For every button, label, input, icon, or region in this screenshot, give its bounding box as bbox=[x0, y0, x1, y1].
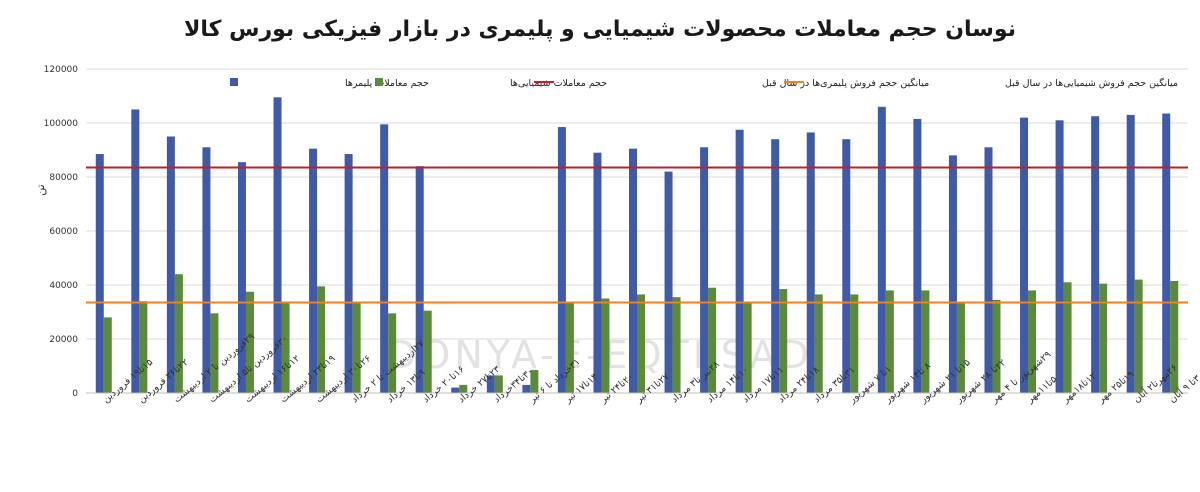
bar-chemicals bbox=[850, 294, 859, 393]
bar-polymers bbox=[557, 127, 566, 394]
reference-lines bbox=[86, 166, 1188, 304]
bar-polymers bbox=[948, 155, 957, 393]
bar-polymers bbox=[95, 154, 104, 393]
bar-polymers bbox=[486, 375, 495, 393]
bar-chemicals bbox=[743, 302, 752, 393]
bar-polymers bbox=[1055, 120, 1064, 394]
chart-title: نوسان حجم معاملات محصولات شیمیایی و پلیم… bbox=[184, 17, 1016, 42]
y-axis-label: تن bbox=[34, 184, 47, 195]
legend-label: میانگین حجم فروش شیمیایی‌ها در سال قبل bbox=[1005, 77, 1178, 89]
bar-chemicals bbox=[637, 294, 645, 393]
bar-polymers bbox=[664, 171, 673, 393]
bar-polymers bbox=[806, 132, 815, 393]
bar-chemicals bbox=[1028, 290, 1037, 393]
bar-polymers bbox=[380, 124, 389, 393]
bar-chemicals bbox=[1134, 279, 1143, 393]
bar-polymers bbox=[131, 109, 140, 393]
bar-polymers bbox=[522, 384, 531, 393]
bar-chemicals bbox=[317, 286, 326, 393]
bar-chemicals bbox=[210, 313, 219, 393]
bar-chemicals bbox=[814, 294, 823, 393]
bar-polymers bbox=[771, 139, 780, 393]
bar-chemicals bbox=[494, 375, 503, 393]
y-tick-label: 80000 bbox=[49, 173, 78, 183]
bar-polymers bbox=[842, 139, 851, 393]
y-tick-label: 60000 bbox=[49, 227, 78, 237]
y-tick-label: 120000 bbox=[44, 65, 79, 75]
bar-chemicals bbox=[388, 313, 397, 393]
bar-chemicals bbox=[601, 298, 610, 393]
bar-chemicals bbox=[672, 297, 681, 393]
bar-polymers bbox=[877, 106, 886, 394]
bar-polymers bbox=[309, 148, 318, 393]
bar-polymers bbox=[629, 148, 637, 393]
bar-chemicals bbox=[885, 290, 894, 393]
bar-polymers bbox=[984, 147, 993, 393]
bar-polymers bbox=[202, 147, 211, 393]
bar-chemicals bbox=[139, 301, 148, 393]
bar-chemicals bbox=[708, 287, 717, 393]
bar-chemicals bbox=[103, 317, 112, 393]
bar-polymers bbox=[1126, 114, 1135, 394]
bar-chemicals bbox=[245, 291, 254, 393]
legend-swatch bbox=[375, 78, 383, 86]
bar-polymers bbox=[593, 152, 602, 393]
legend-label: میانگین حجم فروش پلیمری‌ها در سال قبل bbox=[762, 77, 929, 89]
bar-polymers bbox=[415, 166, 424, 393]
bar-chemicals bbox=[459, 384, 468, 393]
bar-chemicals bbox=[1063, 282, 1072, 393]
bar-polymers bbox=[913, 118, 922, 393]
legend-swatch bbox=[230, 78, 238, 86]
bar-chemicals bbox=[423, 310, 432, 393]
bar-polymers bbox=[700, 147, 709, 393]
bar-polymers bbox=[344, 154, 353, 393]
legend-label: حجم معاملات شیمیایی‌ها bbox=[510, 78, 607, 89]
y-tick-label: 40000 bbox=[49, 281, 78, 291]
bar-chemicals bbox=[921, 290, 930, 393]
bar-chemicals bbox=[1099, 283, 1108, 393]
bars bbox=[95, 97, 1179, 394]
bar-chemicals bbox=[956, 302, 965, 393]
bar-chemicals bbox=[779, 289, 788, 393]
bar-polymers bbox=[451, 387, 460, 393]
bar-polymers bbox=[237, 162, 246, 393]
bar-polymers bbox=[1091, 116, 1100, 393]
bar-chemicals bbox=[565, 302, 574, 393]
bar-chemicals bbox=[992, 299, 1001, 393]
bar-polymers bbox=[166, 136, 175, 393]
legend: حجم معاملات پلیمرها حجم معاملات شیمیایی‌ه… bbox=[230, 77, 1178, 89]
y-tick-label: 20000 bbox=[49, 335, 78, 345]
bar-chemicals bbox=[174, 274, 183, 393]
bar-polymers bbox=[1020, 117, 1029, 393]
legend-label: حجم معاملات پلیمرها bbox=[345, 78, 429, 89]
y-tick-label: 100000 bbox=[44, 119, 79, 129]
bar-chemicals bbox=[352, 302, 361, 393]
bar-polymers bbox=[273, 97, 282, 393]
axes: 020000400006000080000100000120000۱۵تا۱۹ … bbox=[44, 65, 1200, 406]
bar-chemicals bbox=[1170, 280, 1179, 393]
bar-polymers bbox=[1162, 113, 1171, 394]
bar-polymers bbox=[735, 129, 744, 393]
y-tick-label: 0 bbox=[72, 389, 78, 399]
bar-chemicals bbox=[530, 370, 539, 393]
bar-chemicals bbox=[281, 302, 290, 393]
